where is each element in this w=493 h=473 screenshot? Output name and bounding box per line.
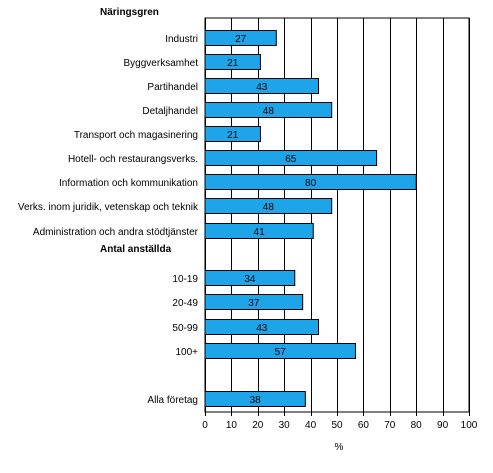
data-label: 37 bbox=[248, 298, 260, 309]
data-label: 80 bbox=[305, 178, 317, 189]
data-label: 65 bbox=[285, 154, 297, 165]
x-tick-label: 40 bbox=[305, 420, 317, 431]
bar bbox=[204, 319, 320, 335]
category-label: 10-19 bbox=[172, 274, 198, 285]
category-label: Information och kommunikation bbox=[59, 178, 198, 189]
x-axis: 0 10 20 30 40 50 60 70 80 90 100% bbox=[202, 412, 478, 453]
x-tick-label: 80 bbox=[411, 420, 423, 431]
data-label: 41 bbox=[254, 227, 266, 238]
category-label: 20-49 bbox=[172, 298, 198, 309]
x-tick-label: 0 bbox=[202, 420, 208, 431]
category-label: Byggverksamhet bbox=[124, 58, 199, 69]
group-title: Antal anställda bbox=[100, 244, 172, 255]
category-label: Verks. inom juridik, vetenskap och tekni… bbox=[18, 202, 199, 213]
x-tick-label: 90 bbox=[437, 420, 449, 431]
bar bbox=[204, 198, 333, 214]
category-label: Transport och magasinering bbox=[74, 130, 198, 141]
category-label: Administration och andra stödtjänster bbox=[33, 227, 199, 238]
x-tick-label: 30 bbox=[279, 420, 291, 431]
bar bbox=[204, 343, 356, 359]
data-label: 34 bbox=[244, 274, 256, 285]
x-tick-label: 50 bbox=[331, 420, 343, 431]
data-label: 48 bbox=[263, 202, 275, 213]
data-label: 43 bbox=[256, 82, 268, 93]
data-label: 48 bbox=[263, 106, 275, 117]
bar bbox=[204, 126, 261, 142]
bar bbox=[204, 30, 277, 46]
bar bbox=[204, 102, 333, 118]
data-label: 21 bbox=[227, 130, 239, 141]
data-label: 43 bbox=[256, 323, 268, 334]
category-label: Alla företag bbox=[147, 395, 198, 406]
category-labels: Näringsgren Industri Byggverksamhet Partiha… bbox=[18, 7, 199, 406]
bar bbox=[204, 270, 296, 286]
bar bbox=[204, 150, 378, 166]
bar bbox=[204, 78, 320, 94]
category-label: Detaljhandel bbox=[142, 106, 198, 117]
category-label: Partihandel bbox=[147, 82, 198, 93]
x-tick-label: 60 bbox=[358, 420, 370, 431]
bars: 27 21 43 48 21 65 80 48 41 34 37 43 57 38 bbox=[204, 30, 417, 407]
category-label: 100+ bbox=[175, 347, 198, 358]
bar bbox=[204, 54, 261, 70]
bar bbox=[204, 174, 417, 190]
data-label: 38 bbox=[250, 395, 262, 406]
category-label: 50-99 bbox=[172, 323, 198, 334]
bar bbox=[204, 223, 314, 239]
data-label: 57 bbox=[275, 347, 287, 358]
x-tick-label: 20 bbox=[252, 420, 264, 431]
x-tick-label: 70 bbox=[384, 420, 396, 431]
data-label: 27 bbox=[235, 34, 247, 45]
group-title: Näringsgren bbox=[100, 7, 159, 18]
category-label: Industri bbox=[165, 34, 198, 45]
x-axis-title: % bbox=[335, 442, 344, 453]
x-tick-label: 100 bbox=[461, 420, 478, 431]
bar bbox=[204, 294, 304, 310]
data-label: 21 bbox=[227, 58, 239, 69]
bar bbox=[204, 391, 306, 407]
category-label: Hotell- och restaurangsverks. bbox=[68, 154, 198, 165]
x-tick-label: 10 bbox=[226, 420, 238, 431]
